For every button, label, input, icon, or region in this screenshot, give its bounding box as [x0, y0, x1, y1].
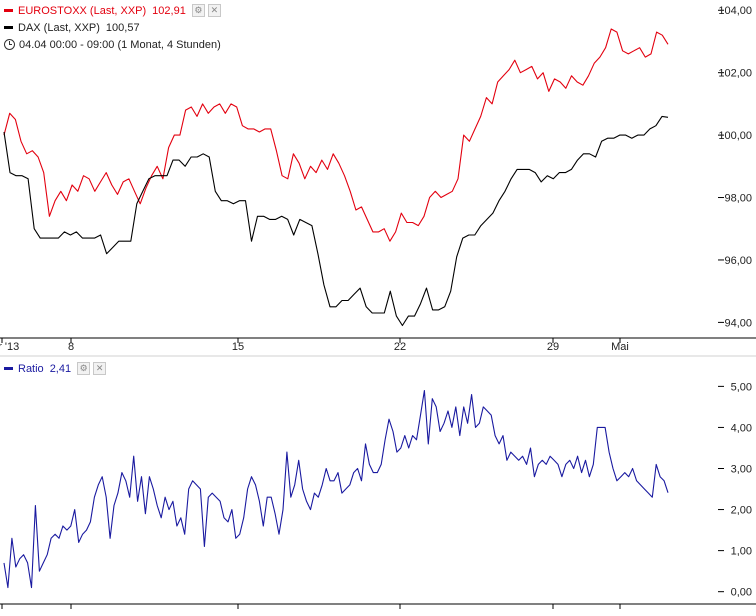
y-tick-label: 1,00: [731, 546, 752, 558]
chart-frame: [0, 337, 756, 605]
legend-value-eurostoxx: 102,91: [152, 5, 186, 17]
y-tick-label: 2,00: [731, 505, 752, 517]
legend-label-ratio: Ratio: [18, 363, 44, 375]
x-tick-label: 29: [547, 341, 559, 353]
y-tick-label: 98,00: [724, 193, 752, 205]
legend-value-dax: 100,57: [105, 22, 140, 34]
legend-swatch-blue: [4, 366, 13, 370]
legend-swatch-black: [4, 25, 13, 29]
ratio-chart-panel: [3, 389, 669, 589]
close-icon[interactable]: ✕: [93, 361, 107, 375]
y-tick-label: 104,00: [718, 5, 752, 17]
clock-icon: [4, 38, 15, 50]
legend-value-ratio: 2,41: [49, 363, 72, 375]
legend-period: 04.04 00:00 - 09:00 (1 Monat, 4 Stunden): [4, 38, 221, 52]
legend-label-dax: DAX (Last, XXP): [18, 22, 100, 34]
x-tick-label: 15: [232, 341, 244, 353]
x-tick-label: 8: [68, 341, 74, 353]
close-icon[interactable]: ✕: [207, 3, 221, 17]
y-tick-label: 102,00: [718, 68, 752, 80]
period-label: 04.04 00:00 - 09:00 (1 Monat, 4 Stunden): [19, 39, 221, 51]
x-tick-label: Apr '13: [0, 341, 19, 353]
y-tick-label: 3,00: [731, 463, 752, 475]
gear-icon[interactable]: ⚙: [191, 3, 205, 17]
legend-label-eurostoxx: EUROSTOXX (Last, XXP): [18, 5, 147, 17]
legend-swatch-red: [4, 8, 13, 12]
y-tick-label: 4,00: [731, 422, 752, 434]
gear-icon[interactable]: ⚙: [77, 361, 91, 375]
chart-axes: 94,00 96,00 98,00 100,00 102,00 104,00 Apr '13…: [0, 5, 752, 609]
series-line-dax: [3, 115, 669, 327]
y-tick-label: 100,00: [718, 130, 752, 142]
y-tick-label: 96,00: [724, 255, 752, 267]
x-tick-label: Mai: [611, 341, 629, 353]
legend-series-ratio[interactable]: Ratio 2,41 ⚙ ✕: [4, 361, 107, 376]
legend-series-eurostoxx[interactable]: EUROSTOXX (Last, XXP) 102,91 ⚙ ✕: [4, 3, 221, 18]
y-tick-label: 0,00: [731, 587, 752, 599]
series-line-eurostoxx: [3, 28, 669, 242]
series-line-ratio: [3, 389, 669, 589]
y-tick-label: 5,00: [731, 381, 752, 393]
legend-series-dax[interactable]: DAX (Last, XXP) 100,57: [4, 21, 140, 35]
y-tick-label: 94,00: [724, 317, 752, 329]
price-chart-panel: [3, 28, 669, 327]
x-tick-label: 22: [394, 341, 406, 353]
